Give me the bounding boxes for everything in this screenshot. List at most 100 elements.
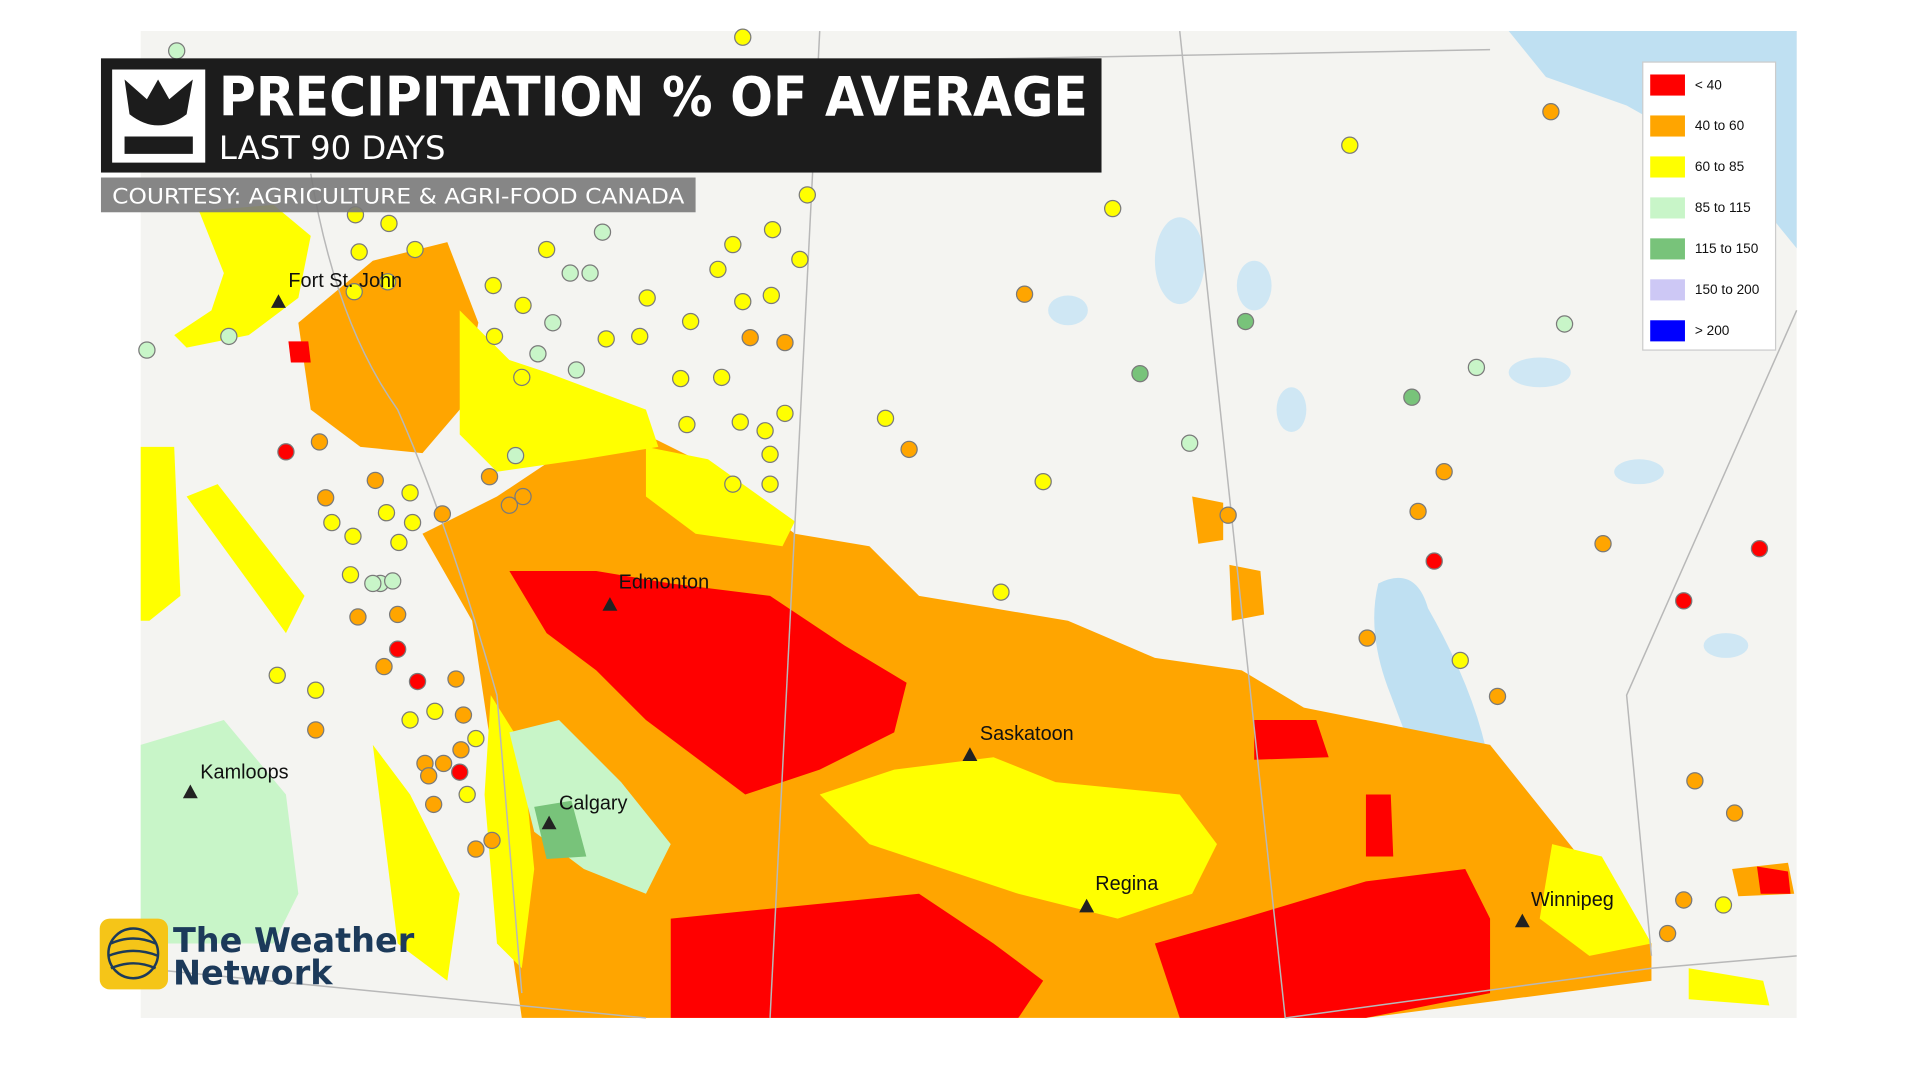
station-dot — [426, 702, 444, 721]
station-dot — [681, 312, 700, 331]
city-label: Winnipeg — [1531, 889, 1614, 911]
legend-swatch — [1650, 115, 1685, 137]
station-dot — [1180, 434, 1199, 452]
city-marker — [602, 597, 618, 611]
station-dot — [992, 583, 1010, 601]
station-dot — [561, 264, 579, 282]
border — [1625, 310, 1798, 956]
station-dot — [424, 795, 443, 814]
lake — [1614, 459, 1664, 485]
station-dot — [1750, 540, 1769, 558]
station-dot — [672, 369, 690, 388]
station-dot — [734, 28, 752, 46]
station-dot — [307, 681, 325, 699]
station-dot — [345, 283, 363, 301]
station-dot — [401, 711, 419, 729]
station-dot — [341, 566, 360, 584]
station-dot — [900, 440, 918, 459]
station-dot — [168, 42, 186, 60]
map-base: Fort St. John Edmonton Kamloops Calgary Sask… — [138, 28, 1798, 1019]
border — [1178, 30, 1286, 1019]
station-dot — [1658, 924, 1677, 943]
precip-region — [1192, 496, 1224, 544]
station-dot — [763, 220, 782, 239]
station-dot — [537, 240, 556, 259]
city-label: Saskatoon — [980, 723, 1074, 745]
station-dot — [593, 223, 612, 241]
precip-region — [509, 720, 671, 894]
station-dot — [712, 368, 731, 387]
precip-region — [459, 310, 659, 472]
lake — [1508, 357, 1571, 388]
station-dot — [344, 527, 362, 545]
station-dot — [268, 666, 286, 685]
station-dot — [678, 415, 696, 434]
station-dot — [406, 240, 424, 259]
precip-region — [1688, 968, 1770, 1006]
station-dot — [433, 505, 452, 523]
station-dot — [1409, 502, 1427, 521]
precip-region — [670, 893, 1044, 1018]
precip-region — [422, 434, 1652, 1018]
map-subtitle: LAST 90 DAYS — [219, 129, 446, 167]
station-dot — [467, 840, 485, 858]
precip-region — [174, 204, 311, 348]
station-dot — [1542, 103, 1560, 121]
station-dot — [876, 409, 895, 428]
precip-region — [140, 720, 299, 944]
station-dot — [485, 327, 504, 346]
station-dot — [567, 361, 586, 379]
legend-swatch — [1650, 279, 1685, 301]
legend-label: > 200 — [1695, 323, 1730, 338]
logo-line2: Network — [173, 953, 333, 992]
station-dot — [323, 513, 341, 532]
station-dot — [741, 328, 759, 347]
legend-swatch — [1650, 74, 1685, 96]
courtesy-text: COURTESY: AGRICULTURE & AGRI-FOOD CANADA — [112, 184, 685, 209]
city-label: Regina — [1095, 873, 1159, 895]
precip-region — [509, 571, 907, 795]
station-dot — [380, 214, 398, 233]
legend-label: 85 to 115 — [1695, 200, 1751, 215]
station-dot — [1219, 506, 1237, 524]
legend-label: 150 to 200 — [1695, 282, 1760, 297]
station-dot — [776, 333, 794, 352]
station-dot — [420, 767, 438, 785]
lake — [1236, 260, 1272, 311]
station-dot — [1675, 592, 1693, 610]
city-label: Calgary — [559, 792, 628, 814]
station-dot — [1555, 315, 1574, 333]
city-label: Kamloops — [200, 761, 288, 783]
station-dot — [756, 422, 774, 440]
precip-region — [1365, 794, 1394, 857]
brand-icon-mark — [124, 79, 193, 154]
station-dot — [798, 186, 817, 204]
station-dot — [1104, 199, 1122, 218]
station-dot — [1725, 804, 1744, 822]
station-dot — [277, 443, 295, 461]
station-dot — [349, 608, 367, 626]
station-dot — [403, 513, 422, 532]
station-dot — [514, 487, 532, 506]
station-dot — [467, 729, 485, 748]
station-dot — [454, 706, 473, 724]
station-dot — [366, 471, 385, 490]
station-dot — [350, 243, 368, 261]
station-dot — [1425, 552, 1443, 570]
station-dot — [1488, 687, 1507, 706]
precip-region — [645, 446, 795, 547]
logo-globe — [107, 927, 160, 980]
city-marker — [1079, 898, 1095, 913]
station-dot — [390, 533, 408, 552]
precip-region — [288, 341, 311, 363]
station-dot — [138, 341, 156, 359]
station-dot — [724, 235, 742, 254]
station-dot — [483, 831, 501, 850]
precip-region — [186, 484, 305, 634]
station-dot — [631, 327, 649, 346]
station-dot — [388, 640, 407, 658]
city-marker — [271, 294, 286, 308]
station-dot — [1594, 535, 1612, 553]
